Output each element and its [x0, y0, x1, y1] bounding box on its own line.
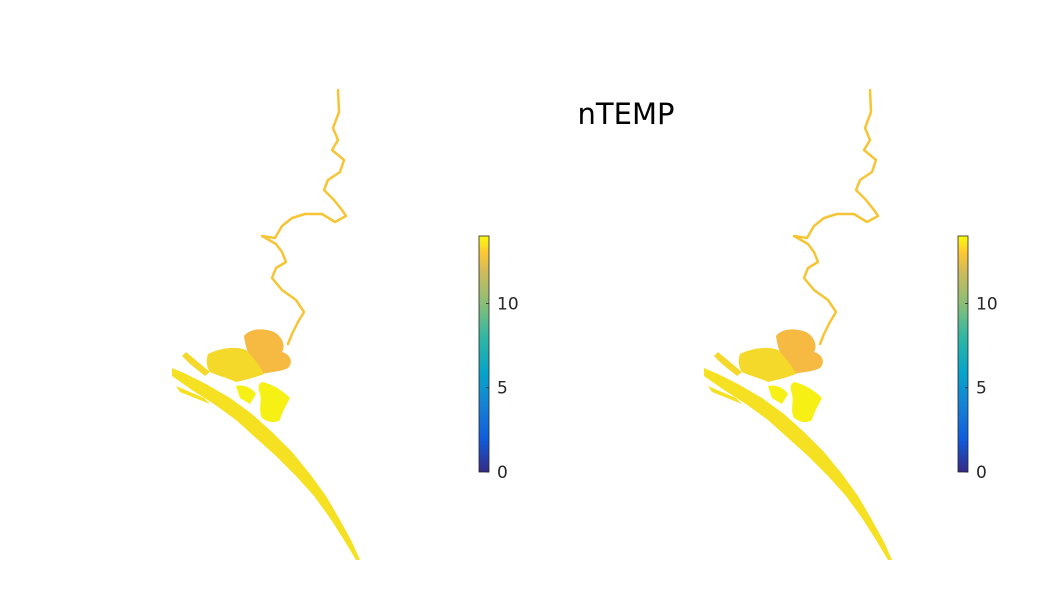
- region-upper-river: [792, 88, 880, 346]
- estuary-map-right: [704, 88, 892, 560]
- region-west-bay: [182, 347, 264, 382]
- colorbar-tick-label: 10: [497, 294, 519, 314]
- region-lower-channel: [172, 368, 360, 560]
- region-west-bay: [714, 347, 796, 382]
- colorbar-tick-label: 10: [976, 294, 998, 314]
- map-panel-left: 0 5 10: [172, 88, 519, 560]
- map-panel-right: 0 5 10: [704, 88, 998, 560]
- colorbar-left-ticks: 0 5 10: [486, 294, 519, 483]
- colorbar-left-scale: [478, 235, 490, 473]
- figure-title: nTEMP: [578, 97, 675, 131]
- colorbar-tick-label: 5: [497, 379, 508, 399]
- colorbar-tick-label: 5: [976, 379, 987, 399]
- region-lower-channel: [704, 368, 892, 560]
- colorbar-tick-label: 0: [976, 463, 987, 483]
- colorbar-left: 0 5 10: [478, 235, 519, 483]
- estuary-map-left: [172, 88, 360, 560]
- region-central-marsh: [236, 382, 290, 423]
- region-central-marsh: [768, 382, 822, 423]
- colorbar-tick-label: 0: [497, 463, 508, 483]
- colorbar-right: 0 5 10: [957, 235, 998, 483]
- region-upper-river: [260, 88, 348, 346]
- colorbar-right-ticks: 0 5 10: [965, 294, 998, 483]
- colorbar-right-scale: [957, 235, 969, 473]
